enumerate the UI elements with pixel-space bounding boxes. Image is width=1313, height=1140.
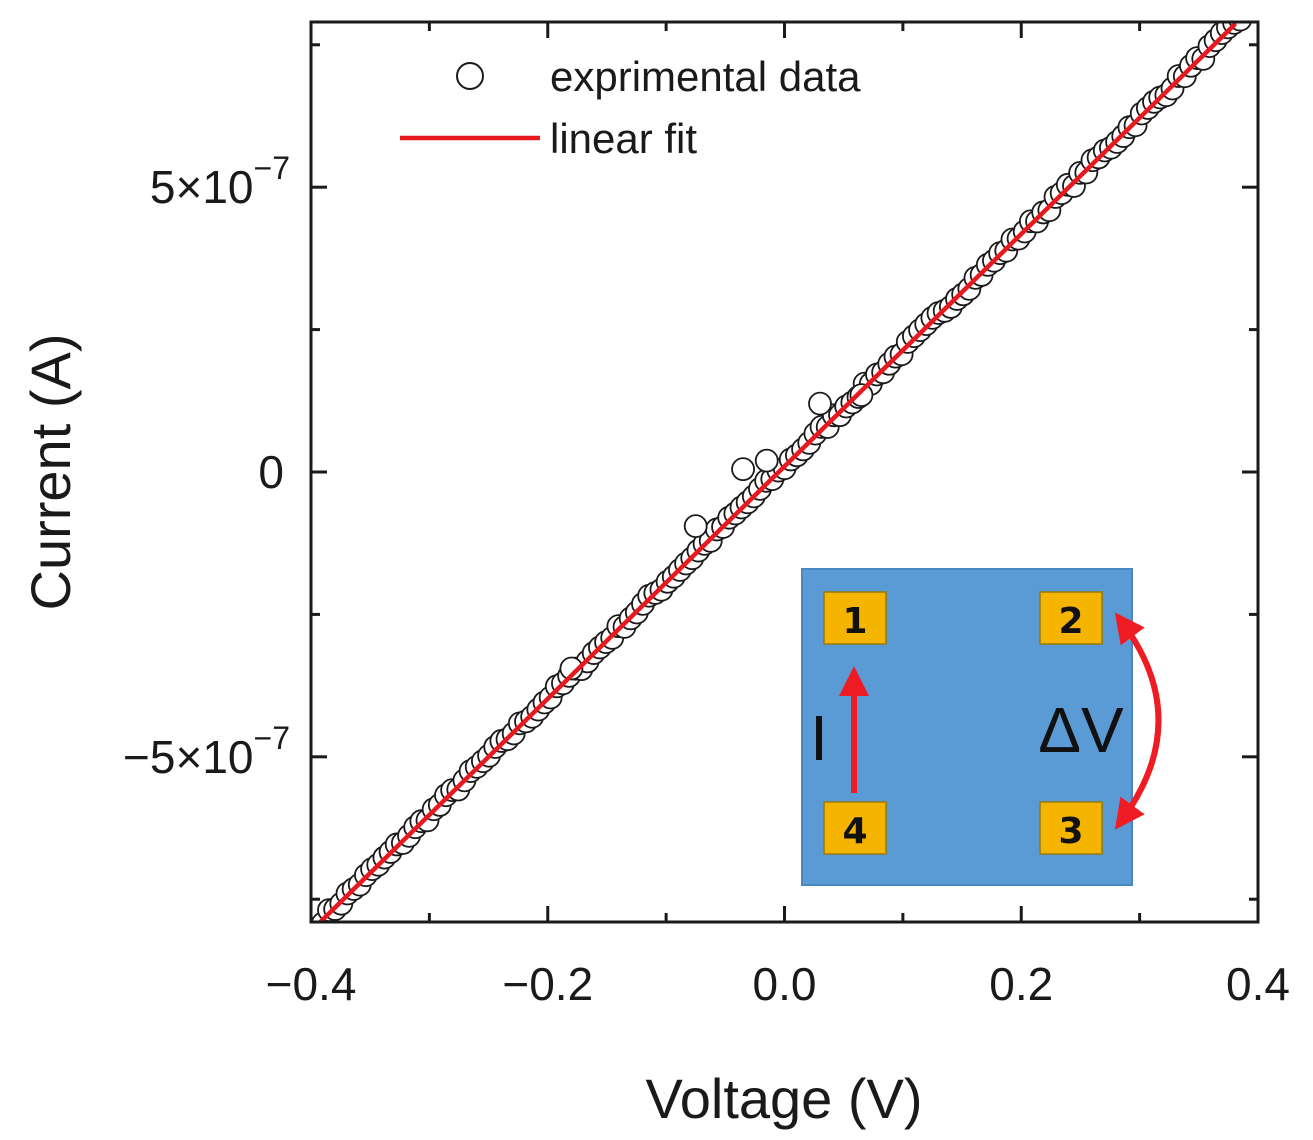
x-tick-label: −0.4 [266,958,357,1010]
pad-2-square [1039,591,1103,645]
pad-1-label: 1 [842,601,867,642]
pad-4: 4 [823,801,887,855]
legend-label-fit: linear fit [550,115,697,162]
x-tick-label: −0.2 [502,958,593,1010]
data-point [731,457,755,482]
x-axis-title: Voltage (V) [645,1067,922,1130]
pad-2: 2 [1039,591,1103,645]
axis-ticks [309,22,1260,922]
legend-marker-circle-icon [456,62,484,90]
pad-3-label: 3 [1058,811,1083,852]
y-tick-label: −5×10 [123,731,253,783]
data-point [754,448,779,473]
y-tick-label: 0 [258,446,284,498]
pad-3: 3 [1039,801,1103,855]
y-tick-label: 5×10 [150,161,254,213]
pad-2-label: 2 [1058,601,1083,642]
data-point [559,656,584,681]
contact-schematic-inset: 1 2 4 3 I ΔV [801,568,1162,886]
y-tick-exponent: −7 [254,150,290,186]
tick-labels: −0.4 −0.2 0.0 0.2 0.4−7−5×100−75×10 [123,150,1290,1010]
x-tick-label: 0.4 [1226,958,1290,1010]
pad-4-square [823,801,887,855]
data-point [849,383,874,408]
legend: exprimental data linear fit [400,53,861,162]
voltage-symbol: ΔV [1038,694,1124,766]
linear-fit-line [317,22,1237,922]
x-tick-label: 0.2 [989,958,1053,1010]
data-point [683,514,708,539]
y-axis-title: Current (A) [19,334,82,611]
pad-3-square [1039,801,1103,855]
pad-1: 1 [823,591,887,645]
x-tick-label: 0.0 [753,958,817,1010]
voltage-arc-arrow-icon [1114,612,1162,830]
current-symbol: I [810,702,828,774]
pad-1-square [823,591,887,645]
y-tick-exponent: −7 [254,720,290,756]
legend-label-experimental: exprimental data [550,53,861,100]
data-layer [311,22,1252,922]
data-point [808,391,832,416]
pad-4-label: 4 [842,811,867,852]
